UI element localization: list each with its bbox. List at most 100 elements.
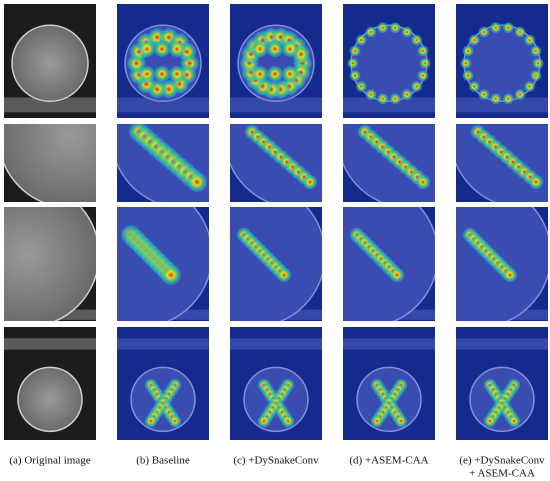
caption: (a) Original image [9, 455, 90, 467]
heat-blob [401, 88, 414, 101]
panel-content [456, 327, 548, 440]
heat-blob [468, 34, 481, 47]
caption: (d) +ASEM-CAA [349, 455, 428, 467]
heat-blob [462, 69, 475, 82]
panel-content [4, 124, 96, 202]
figure-panel [456, 124, 548, 202]
heat-blob [168, 40, 186, 58]
heat-blob [364, 88, 377, 101]
heat-blob [138, 40, 156, 58]
heat-blob [528, 174, 544, 190]
heat-blob [532, 57, 545, 70]
figure-panel [230, 4, 322, 118]
heat-blob [257, 414, 271, 428]
figure-panel [117, 4, 209, 118]
heat-blob [389, 21, 402, 34]
heat-blob [376, 21, 389, 34]
heat-blob [168, 414, 182, 428]
heat-blob [523, 80, 536, 93]
heat-blob [389, 267, 405, 283]
heat-blob [416, 69, 429, 82]
disc [4, 124, 96, 202]
heat-blob [355, 34, 368, 47]
panel-content [456, 124, 548, 202]
heat-blob [502, 92, 515, 105]
heat-blob [462, 44, 475, 57]
panel-content [230, 4, 322, 118]
rail [117, 97, 209, 113]
heat-blob [138, 65, 156, 83]
figure-panel [230, 207, 322, 321]
panel-content [343, 124, 435, 202]
panel-content [117, 4, 209, 118]
panel-content [4, 327, 96, 440]
heat-blob [502, 21, 515, 34]
figure-panel [4, 4, 96, 118]
disc [11, 24, 89, 103]
panel-content [117, 124, 209, 202]
heat-blob [529, 44, 542, 57]
rail [456, 338, 548, 350]
heat-blob [376, 92, 389, 105]
panel-content [117, 327, 209, 440]
heat-blob [483, 414, 497, 428]
panel-content [230, 207, 322, 321]
figure-panel [4, 124, 96, 202]
figure-panel [230, 327, 322, 440]
heat-blob [168, 65, 186, 83]
heat-blob [416, 44, 429, 57]
heat-blob [514, 88, 527, 101]
panel-content [4, 4, 96, 118]
caption: + ASEM-CAA [469, 468, 535, 480]
figure-panel [456, 207, 548, 321]
heat-blob [186, 171, 208, 193]
heat-blob [266, 65, 284, 83]
heat-blob [489, 92, 502, 105]
heat-blob [349, 44, 362, 57]
rail [343, 97, 435, 113]
rail [230, 338, 322, 350]
heat-blob [364, 26, 377, 39]
heat-blob [477, 88, 490, 101]
rail [456, 97, 548, 113]
heat-blob [160, 264, 182, 286]
caption: (c) +DySnakeConv [233, 455, 319, 467]
figure-panel [343, 124, 435, 202]
heat-blob [477, 26, 490, 39]
rail [343, 338, 435, 350]
figure-panel [343, 327, 435, 440]
heat-blob [251, 65, 269, 83]
rail [230, 97, 322, 113]
heat-blob [276, 267, 292, 283]
heat-blob [389, 92, 402, 105]
heat-blob [281, 414, 295, 428]
disc [17, 366, 83, 433]
figure-panel [456, 4, 548, 118]
panel-content [343, 207, 435, 321]
figure-panel [456, 327, 548, 440]
figure-panel [4, 327, 96, 440]
heat-blob [523, 34, 536, 47]
heat-blob [459, 57, 472, 70]
figure-panel [117, 124, 209, 202]
heat-blob [401, 26, 414, 39]
rail [4, 97, 96, 113]
heat-blob [153, 40, 171, 58]
heat-blob [281, 65, 299, 83]
heat-blob [410, 34, 423, 47]
heat-blob [355, 80, 368, 93]
heat-blob [394, 414, 408, 428]
panel-content [343, 4, 435, 118]
disc [4, 207, 96, 321]
heat-blob [346, 57, 359, 70]
heat-blob [415, 174, 431, 190]
rail [117, 338, 209, 350]
heat-blob [514, 26, 527, 39]
caption: (e) +DySnakeConv [459, 455, 545, 467]
figure-panel [117, 207, 209, 321]
panel-content [456, 4, 548, 118]
figure-panel [343, 207, 435, 321]
heat-blob [419, 57, 432, 70]
panel-content [230, 327, 322, 440]
